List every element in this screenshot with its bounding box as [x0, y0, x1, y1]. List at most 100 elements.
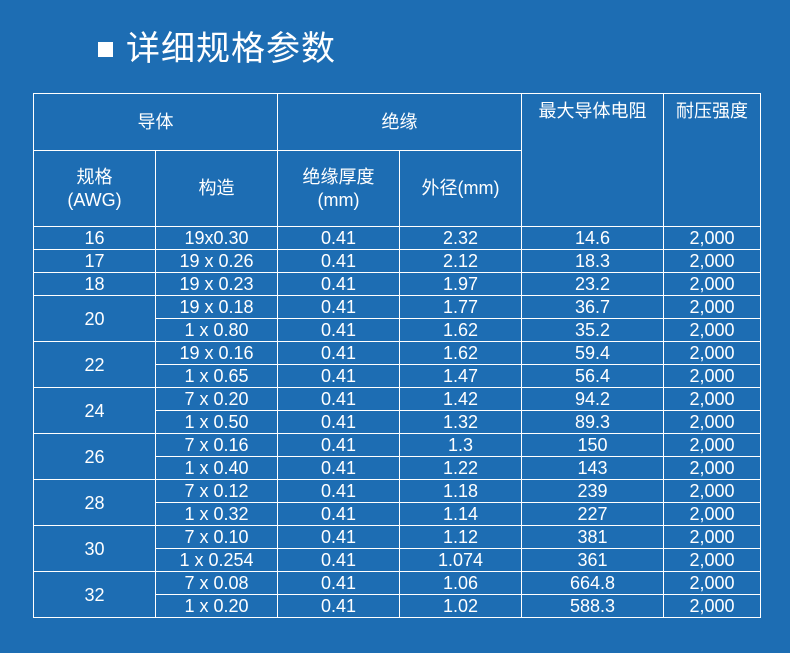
- awg-cell: 20: [33, 295, 156, 342]
- data-cell: 0.41: [277, 479, 400, 503]
- data-cell: 2,000: [663, 249, 761, 273]
- data-cell: 2,000: [663, 433, 761, 457]
- data-cell: 0.41: [277, 571, 400, 595]
- data-row: 1 x 0.254 0.41 1.074 361 2,000: [34, 548, 761, 572]
- data-cell: 1 x 0.80: [155, 318, 278, 342]
- data-cell: 1.074: [399, 548, 522, 572]
- data-cell: 7 x 0.10: [155, 525, 278, 549]
- data-cell: 588.3: [521, 594, 664, 618]
- data-row: 1 x 0.40 0.41 1.22 143 2,000: [34, 456, 761, 480]
- data-cell: 1.62: [399, 341, 522, 365]
- awg-cell: 16: [33, 226, 156, 250]
- data-cell: 143: [521, 456, 664, 480]
- data-cell: 94.2: [521, 387, 664, 411]
- data-cell: 0.41: [277, 295, 400, 319]
- data-cell: 2,000: [663, 502, 761, 526]
- data-cell: 1.22: [399, 456, 522, 480]
- data-cell: 2,000: [663, 387, 761, 411]
- data-cell: 1.77: [399, 295, 522, 319]
- data-row: 17 19 x 0.26 0.41 2.12 18.3 2,000: [33, 249, 761, 273]
- data-cell: 19x0.30: [155, 226, 278, 250]
- data-cell: 59.4: [521, 341, 664, 365]
- table-header: 导体 绝缘 最大导体电阻 耐压强度 规格 (AWG) 构造 绝缘厚度 (mm) …: [33, 93, 761, 227]
- data-cell: 0.41: [277, 387, 400, 411]
- data-cell: 2,000: [663, 272, 761, 296]
- data-cell: 0.41: [277, 433, 400, 457]
- header-cell: 最大导体电阻: [521, 93, 664, 227]
- header-cell: 规格 (AWG): [33, 150, 156, 227]
- data-cell: 18.3: [521, 249, 664, 273]
- awg-cell: 30: [33, 525, 156, 572]
- awg-cell: 17: [33, 249, 156, 273]
- data-cell: 89.3: [521, 410, 664, 434]
- data-row: 1 x 0.20 0.41 1.02 588.3 2,000: [34, 594, 761, 618]
- data-cell: 2,000: [663, 456, 761, 480]
- data-cell: 2,000: [663, 548, 761, 572]
- header-cell: 耐压强度: [663, 93, 761, 227]
- data-cell: 1.14: [399, 502, 522, 526]
- data-row: 20 19 x 0.18 0.41 1.77 36.7 2,000: [33, 295, 761, 342]
- data-cell: 0.41: [277, 502, 400, 526]
- data-cell: 1 x 0.254: [155, 548, 278, 572]
- data-cell: 664.8: [521, 571, 664, 595]
- header-row: 导体 绝缘 最大导体电阻 耐压强度: [33, 93, 761, 227]
- data-cell: 2,000: [663, 525, 761, 549]
- data-cell: 14.6: [521, 226, 664, 250]
- data-cell: 1.32: [399, 410, 522, 434]
- data-cell: 2,000: [663, 341, 761, 365]
- header-cell: 绝缘: [277, 93, 522, 151]
- data-cell: 2,000: [663, 226, 761, 250]
- data-cell: 0.41: [277, 318, 400, 342]
- data-row: 16 19x0.30 0.41 2.32 14.6 2,000: [33, 226, 761, 250]
- data-cell: 7 x 0.20: [155, 387, 278, 411]
- data-cell: 7 x 0.12: [155, 479, 278, 503]
- data-cell: 1.02: [399, 594, 522, 618]
- data-cell: 0.41: [277, 226, 400, 250]
- data-cell: 1 x 0.65: [155, 364, 278, 388]
- awg-cell: 26: [33, 433, 156, 480]
- data-cell: 1 x 0.50: [155, 410, 278, 434]
- data-cell: 23.2: [521, 272, 664, 296]
- data-cell: 36.7: [521, 295, 664, 319]
- data-cell: 19 x 0.26: [155, 249, 278, 273]
- header-row: 规格 (AWG) 构造 绝缘厚度 (mm) 外径(mm): [33, 150, 761, 227]
- data-row: 1 x 0.32 0.41 1.14 227 2,000: [34, 502, 761, 526]
- table-body: 16 19x0.30 0.41 2.32 14.6 2,000 17 19 x 0.26 0.4…: [33, 226, 761, 618]
- data-cell: 2,000: [663, 410, 761, 434]
- data-cell: 1 x 0.20: [155, 594, 278, 618]
- data-cell: 19 x 0.18: [155, 295, 278, 319]
- header-cell: 导体: [33, 93, 278, 151]
- data-cell: 0.41: [277, 341, 400, 365]
- data-row: 28 7 x 0.12 0.41 1.18 239 2,000: [33, 479, 761, 526]
- data-cell: 2,000: [663, 295, 761, 319]
- data-row: 1 x 0.50 0.41 1.32 89.3 2,000: [34, 410, 761, 434]
- data-cell: 381: [521, 525, 664, 549]
- awg-cell: 32: [33, 571, 156, 618]
- data-row: 26 7 x 0.16 0.41 1.3 150 2,000: [33, 433, 761, 480]
- header-cell: 绝缘厚度 (mm): [277, 150, 400, 227]
- header-cell: 构造: [155, 150, 278, 227]
- data-cell: 0.41: [277, 456, 400, 480]
- data-row: 32 7 x 0.08 0.41 1.06 664.8 2,000: [33, 571, 761, 618]
- awg-cell: 22: [33, 341, 156, 388]
- data-cell: 227: [521, 502, 664, 526]
- data-cell: 0.41: [277, 364, 400, 388]
- data-cell: 1.12: [399, 525, 522, 549]
- data-cell: 2,000: [663, 594, 761, 618]
- data-cell: 0.41: [277, 249, 400, 273]
- data-cell: 7 x 0.08: [155, 571, 278, 595]
- header-cell: 外径(mm): [399, 150, 522, 227]
- data-cell: 35.2: [521, 318, 664, 342]
- page-title: 详细规格参数: [126, 30, 336, 68]
- title-bullet: [98, 42, 113, 57]
- spec-table: 导体 绝缘 最大导体电阻 耐压强度 规格 (AWG) 构造 绝缘厚度 (mm) …: [33, 93, 761, 618]
- data-cell: 2,000: [663, 479, 761, 503]
- data-cell: 2,000: [663, 318, 761, 342]
- data-cell: 361: [521, 548, 664, 572]
- awg-cell: 24: [33, 387, 156, 434]
- data-row: 22 19 x 0.16 0.41 1.62 59.4 2,000: [33, 341, 761, 388]
- data-cell: 1.18: [399, 479, 522, 503]
- data-cell: 1.47: [399, 364, 522, 388]
- awg-cell: 28: [33, 479, 156, 526]
